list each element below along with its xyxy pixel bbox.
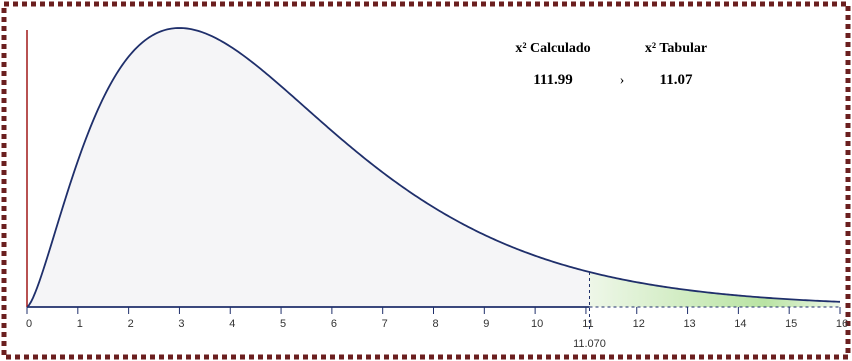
x-tick-label: 2 <box>128 318 134 330</box>
x-tick-label: 6 <box>331 318 337 330</box>
x-tick-label: 8 <box>432 318 438 330</box>
comparison-operator: › <box>620 73 625 88</box>
x-tick-label: 4 <box>229 318 235 330</box>
critical-value-label: 11.070 <box>573 338 606 350</box>
x-tick-label: 12 <box>633 318 645 330</box>
x-tick-label: 10 <box>531 318 543 330</box>
x-tick-label: 16 <box>836 318 848 330</box>
rejection-region <box>589 272 840 307</box>
x-tick-label: 13 <box>683 318 695 330</box>
x-tick-label: 1 <box>77 318 83 330</box>
x-tick-label: 14 <box>734 318 746 330</box>
x-tick-label: 5 <box>280 318 286 330</box>
chi-calculated-value: 111.99 <box>533 72 573 88</box>
density-area <box>27 28 840 307</box>
x-tick-label: 3 <box>178 318 184 330</box>
x-tick-label: 9 <box>483 318 489 330</box>
chi-calculated-label: x² Calculado <box>515 41 590 56</box>
x-tick-label: 15 <box>785 318 797 330</box>
x-tick-label: 0 <box>26 318 32 330</box>
x-axis-ticks: 0 1 2 3 4 5 6 7 8 9 10 11 12 13 14 15 16 <box>26 307 848 330</box>
x-tick-label: 11 <box>582 318 593 330</box>
chi-tabular-value: 11.07 <box>660 72 693 88</box>
x-tick-label: 7 <box>382 318 388 330</box>
density-curve <box>26 27 841 308</box>
chi-tabular-label: x² Tabular <box>645 41 707 56</box>
